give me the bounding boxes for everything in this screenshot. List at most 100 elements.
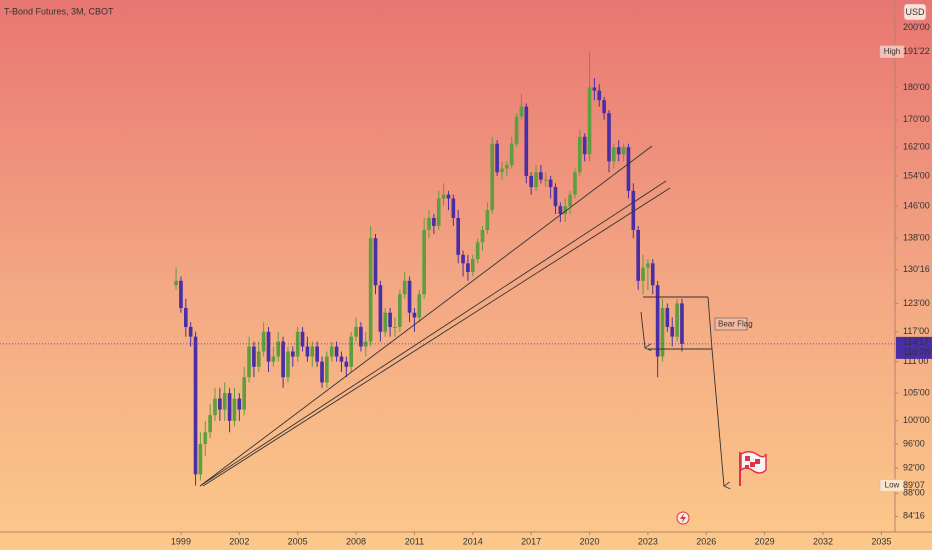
x-tick-label: 2020 [580, 536, 600, 546]
candle-body [203, 432, 208, 444]
candle-body [427, 217, 431, 230]
currency-button[interactable] [903, 3, 927, 21]
candle-body [451, 198, 456, 218]
candle-body [363, 341, 368, 347]
candle-body [500, 168, 504, 173]
candle-body [548, 179, 553, 188]
x-tick-label: 2026 [696, 536, 716, 546]
candle-body [349, 336, 354, 367]
candle-body [626, 147, 631, 191]
x-tick-label: 2002 [229, 536, 249, 546]
candle-body [495, 143, 499, 173]
candle-body [407, 280, 412, 313]
y-tick-label: 170'00 [903, 114, 930, 124]
y-tick-label: 130'16 [903, 264, 930, 274]
candle-body [218, 398, 222, 410]
x-tick-label: 2014 [463, 536, 483, 546]
candle-body [344, 361, 349, 367]
last-price: 114'17 [903, 337, 929, 347]
last-price-tag [896, 336, 932, 359]
candle-body [334, 346, 339, 357]
y-tick-label: 138'00 [903, 233, 930, 243]
y-tick-label: 100'00 [903, 415, 930, 425]
candle-body [368, 238, 373, 342]
y-tick-label: 146'00 [903, 201, 930, 211]
candle-body [208, 415, 212, 433]
candle-body [524, 106, 529, 176]
candle-body [300, 331, 305, 347]
candle-body [276, 341, 281, 357]
x-tick-label: 2029 [755, 536, 775, 546]
y-tick-label: 88'00 [903, 488, 925, 498]
candle-body [378, 285, 383, 332]
candle-body [252, 346, 256, 367]
candle-body [529, 175, 533, 188]
candle-body [577, 136, 582, 173]
annotation: Bear Flag [718, 320, 753, 329]
candle-body [354, 326, 358, 337]
candle-body [266, 331, 271, 362]
candle-body [256, 351, 261, 367]
low-price: 89'07 [903, 480, 925, 490]
candle-body [436, 198, 441, 226]
candle-body [670, 326, 675, 337]
candle-body [417, 294, 422, 318]
x-tick-label: 2035 [871, 536, 891, 546]
candle-body [183, 308, 188, 327]
candle-body [402, 280, 407, 295]
countdown: 11d 7h [903, 347, 930, 357]
candle-body [665, 308, 670, 327]
candle-body [475, 242, 480, 260]
candle-body [631, 190, 636, 230]
candle-body [680, 303, 684, 344]
candle-body [412, 312, 417, 318]
flag-icon [739, 451, 767, 486]
flag-side [707, 296, 713, 350]
candle-body [568, 194, 572, 207]
candle-body [490, 143, 495, 211]
y-tick-label: 180'00 [903, 82, 930, 92]
candle-body [612, 147, 616, 162]
candle-body [461, 254, 465, 264]
plot-area [174, 51, 684, 486]
trend-line [199, 180, 667, 487]
candle-body [310, 346, 315, 357]
pole-arrow [640, 311, 645, 348]
x-tick-label: 2005 [288, 536, 308, 546]
candle-body [602, 100, 606, 114]
candle-body [432, 217, 436, 226]
candle-body [558, 206, 563, 214]
low-tag: Low [885, 481, 900, 490]
candle-body [373, 238, 378, 286]
candle-body [388, 312, 392, 327]
candle-body [271, 356, 276, 362]
candle-body [650, 263, 655, 286]
y-tick-label: 92'00 [903, 462, 925, 472]
candle-body [505, 164, 509, 169]
candle-body [616, 147, 621, 155]
candle-body [242, 377, 247, 410]
candle-body [315, 346, 319, 362]
candle-body [213, 398, 217, 416]
y-tick-label: 84'16 [903, 511, 925, 521]
candle-body [539, 172, 543, 180]
high-tag-box [879, 45, 905, 59]
candle-body [179, 280, 183, 309]
candle-body [466, 263, 470, 273]
x-tick-label: 2017 [521, 536, 541, 546]
candle-body [247, 346, 251, 378]
candle-body [339, 356, 344, 362]
candle-body [398, 294, 402, 327]
drawings [199, 145, 724, 487]
high-price: 191'22 [903, 46, 930, 56]
y-tick-label: 123'00 [903, 298, 930, 308]
candle-body [222, 393, 227, 410]
event-icon[interactable] [676, 511, 690, 525]
candle-body [543, 179, 548, 181]
candle-body [573, 172, 577, 195]
candle-body [174, 280, 178, 286]
candle-body [325, 356, 329, 383]
